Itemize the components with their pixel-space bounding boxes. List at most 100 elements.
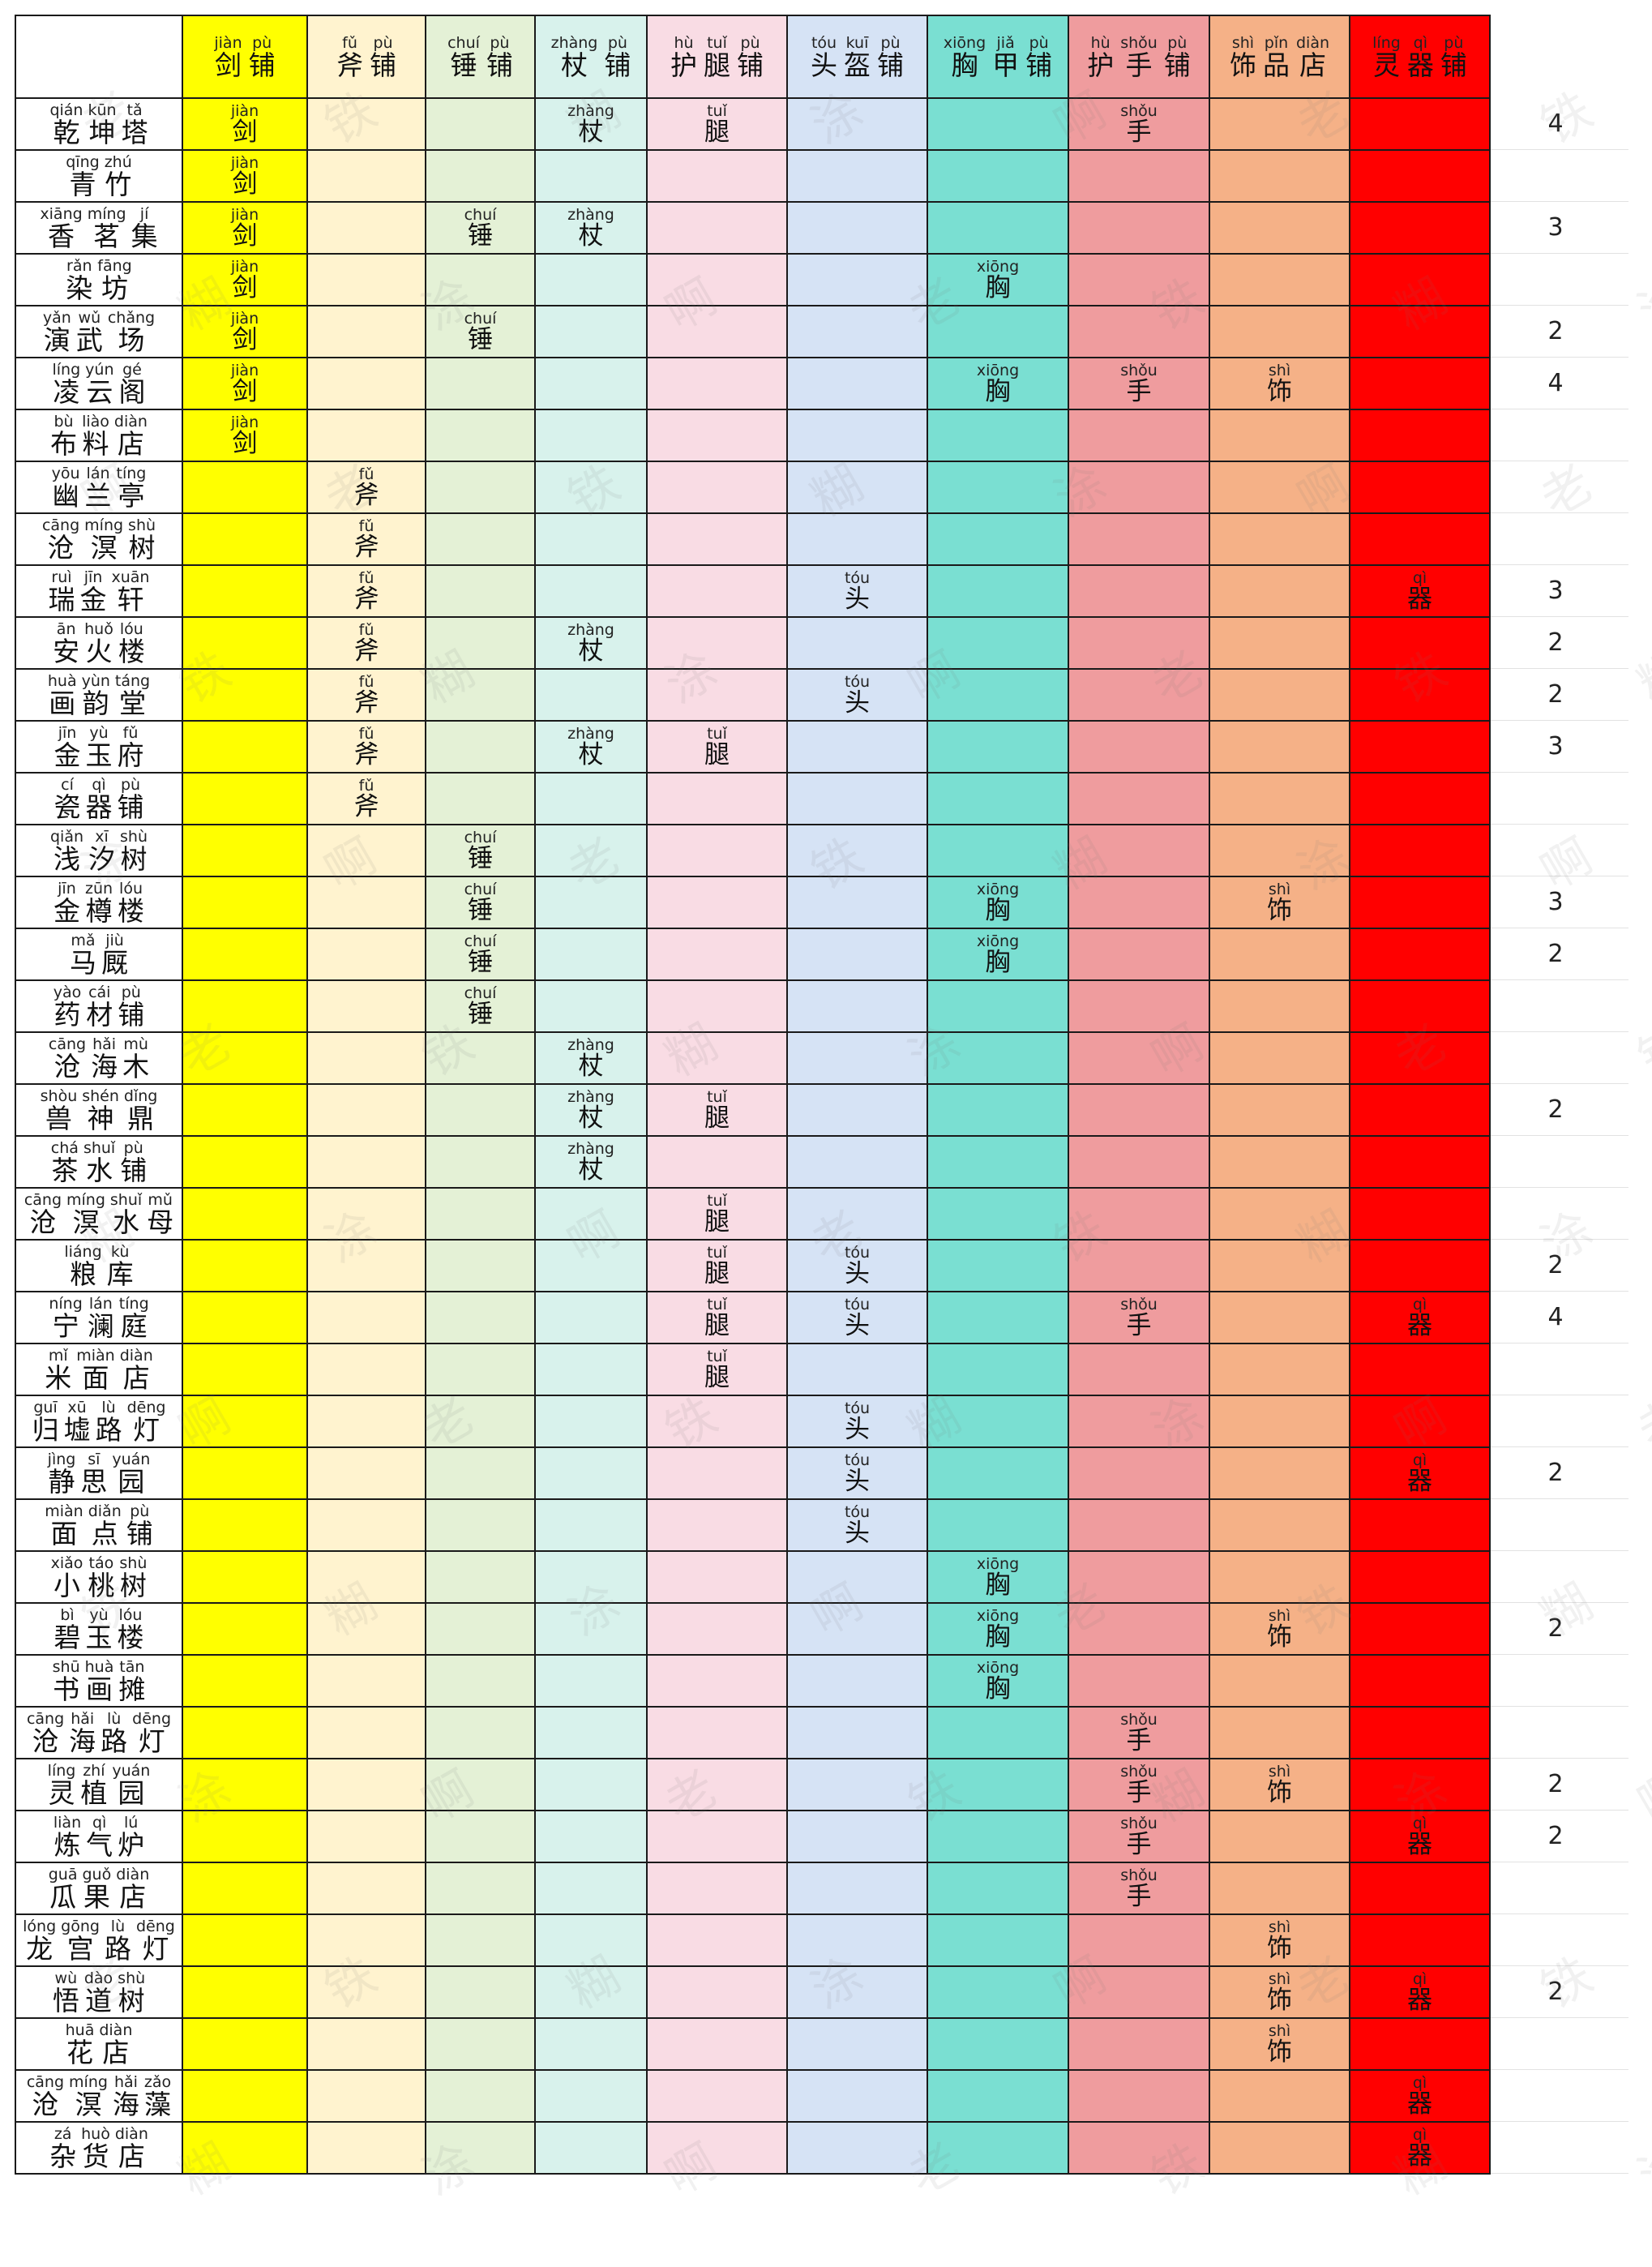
- table-row: rǎn 染 fāng 坊 jiàn 剑 xiōng 胸: [15, 253, 1491, 306]
- ruby-char: xiōng 胸: [977, 1660, 1019, 1702]
- ruby-char: jiàn 剑: [231, 103, 259, 145]
- ruby-char: xiōng 胸: [977, 362, 1019, 405]
- ruby-char: shén 神: [82, 1088, 119, 1132]
- cell-chui: [425, 616, 536, 670]
- ruby-char: shū 书: [52, 1657, 80, 1703]
- cell-shi: [1209, 409, 1350, 462]
- pinyin: shuǐ: [109, 1190, 143, 1209]
- cell-qi: [1349, 1913, 1491, 1967]
- ruby-char: cāng 沧: [27, 2074, 64, 2118]
- location-name-cell: huā 花 diàn 店: [15, 2017, 183, 2071]
- ruby-char: shù 树: [119, 1555, 147, 1599]
- cell-shou: [1068, 2017, 1210, 2071]
- cell-zhang: zhàng 杖: [534, 201, 648, 255]
- hanzi: 宁: [52, 1309, 79, 1342]
- hanzi: 铺: [126, 1517, 153, 1549]
- hanzi: 面: [50, 1517, 78, 1549]
- pinyin: fǔ: [358, 620, 374, 639]
- cell-chui: [425, 1913, 536, 1967]
- hanzi: 静: [48, 1465, 75, 1498]
- cell-zhang: zhàng 杖: [534, 1083, 648, 1137]
- spreadsheet: jiàn 剑 pù 铺 fǔ 斧 pù 铺 chuí 锤 pù 铺 zhàng 杖 pù 铺 hù 护 tuǐ 腿 pù…: [15, 15, 1652, 2252]
- pinyin: chuí: [464, 984, 497, 1002]
- ruby-char: sī 思: [80, 1451, 107, 1495]
- ruby-char: huò 货: [81, 2126, 110, 2170]
- hanzi: 杖: [578, 1103, 604, 1133]
- pinyin: jiàn: [230, 309, 259, 328]
- ruby-char: shì 饰: [1267, 1608, 1292, 1650]
- ruby-char: líng 凌: [53, 362, 81, 405]
- hanzi: 炼: [53, 1828, 81, 1861]
- pinyin: shì: [1268, 1762, 1291, 1781]
- hanzi: 藻: [144, 2088, 172, 2120]
- cell-chui: chuí 锤: [425, 201, 536, 255]
- cell-qi: [1349, 1862, 1491, 1915]
- cell-fu: [306, 1654, 426, 1708]
- ruby-char: huǒ 火: [84, 621, 113, 665]
- count-row-divider: [1491, 564, 1628, 565]
- pinyin: líng: [52, 360, 81, 379]
- pinyin: tuǐ: [707, 1243, 727, 1262]
- cell-xiong: [927, 512, 1069, 566]
- cell-xiong: xiōng 胸: [927, 1654, 1069, 1708]
- pinyin: tóu: [844, 1502, 871, 1521]
- cell-chui: [425, 1031, 536, 1085]
- pinyin: zá: [53, 2124, 72, 2143]
- hanzi: 竹: [105, 168, 132, 200]
- count-row-divider: [1491, 2173, 1628, 2174]
- hanzi: 凌: [53, 375, 80, 408]
- count-value: 3: [1547, 576, 1564, 605]
- cell-zhang: [534, 305, 648, 358]
- ruby-char: lóu 楼: [118, 881, 144, 924]
- cell-fu: fǔ 斧: [306, 668, 426, 722]
- table-row: níng 宁 lán 澜 tíng 庭 tuǐ 腿 tóu 头 shǒu 手 qì 器: [15, 1291, 1491, 1344]
- hanzi: 楼: [118, 635, 145, 667]
- ruby-char: gé 阁: [119, 362, 146, 405]
- cell-zhang: [534, 564, 648, 618]
- ruby-char: shǒu 手: [1120, 1712, 1158, 1754]
- ruby-char: shǒu 手: [1120, 1296, 1158, 1339]
- table-row: xiǎo 小 táo 桃 shù 树 xiōng 胸: [15, 1550, 1491, 1604]
- cell-shi: [1209, 461, 1350, 514]
- cell-shou: [1068, 564, 1210, 618]
- cell-chui: [425, 1343, 536, 1396]
- hanzi: 兰: [84, 479, 112, 512]
- cell-tou: tóu 头: [786, 1498, 928, 1552]
- table-row: cāng 沧 míng 溟 shù 树 fǔ 斧: [15, 512, 1491, 566]
- cell-tui: [646, 357, 788, 410]
- cell-tou: [786, 512, 928, 566]
- cell-xiong: [927, 461, 1069, 514]
- count-value: 4: [1547, 109, 1564, 138]
- pinyin: yōu: [51, 464, 80, 482]
- ruby-char: shì 饰: [1267, 362, 1292, 405]
- pinyin: tíng: [116, 464, 147, 482]
- pinyin: shū: [52, 1657, 80, 1676]
- table-row: wù 悟 dào 道 shù 树 shì 饰 qì 器: [15, 1965, 1491, 2019]
- cell-chui: [425, 720, 536, 774]
- ruby-char: zhàng 杖: [551, 35, 598, 79]
- pinyin: jiàn: [230, 413, 259, 431]
- ruby-char: cāng 沧: [42, 517, 79, 561]
- cell-shi: shì 饰: [1209, 1758, 1350, 1811]
- cell-qi: [1349, 2017, 1491, 2071]
- cell-chui: chuí 锤: [425, 305, 536, 358]
- cell-fu: [306, 928, 426, 981]
- cell-shi: shì 饰: [1209, 357, 1350, 410]
- pinyin: diàn: [1295, 33, 1330, 52]
- pinyin: diàn: [113, 412, 148, 431]
- ruby-char: xiōng 胸: [977, 1608, 1019, 1650]
- table-row: shòu 兽 shén 神 dǐng 鼎 zhàng 杖 tuǐ 腿: [15, 1083, 1491, 1137]
- ruby-char: zhàng 杖: [567, 1141, 614, 1183]
- ruby-char: táng 堂: [115, 673, 150, 717]
- hanzi: 腿: [704, 739, 730, 769]
- pinyin: táo: [88, 1553, 114, 1572]
- cell-tou: [786, 1862, 928, 1915]
- pinyin: xiōng: [943, 33, 986, 52]
- pinyin: lóu: [119, 619, 143, 638]
- hanzi: 腿: [704, 1362, 730, 1392]
- pinyin: pǐn: [1264, 33, 1289, 52]
- pinyin: shǒu: [1120, 1866, 1158, 1884]
- location-name-cell: jìng 静 sī 思 yuán 园: [15, 1446, 183, 1500]
- cell-tou: [786, 772, 928, 825]
- pinyin: jiàn: [230, 205, 259, 224]
